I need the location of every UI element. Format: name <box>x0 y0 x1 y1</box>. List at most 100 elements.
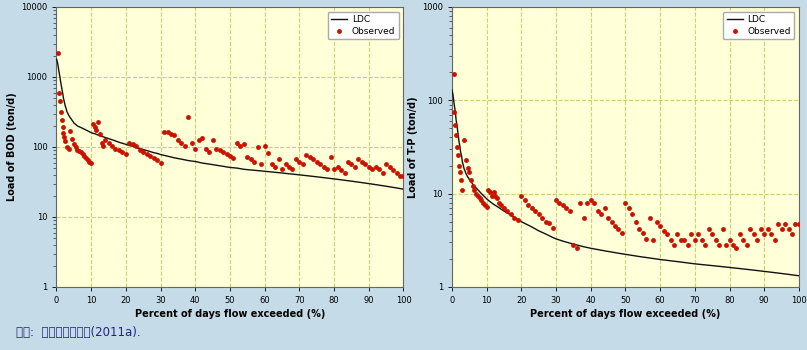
Observed <box>64 128 77 134</box>
Observed <box>542 220 555 226</box>
Observed <box>310 159 323 164</box>
Observed <box>461 165 474 170</box>
Observed <box>650 219 663 225</box>
Observed <box>775 226 788 232</box>
Legend: LDC, Observed: LDC, Observed <box>723 12 794 40</box>
Observed <box>85 160 98 165</box>
Observed <box>492 200 505 205</box>
Observed <box>592 208 604 214</box>
Observed <box>355 159 368 164</box>
Observed <box>751 237 763 243</box>
Observed <box>508 215 521 221</box>
Observed <box>504 211 517 217</box>
Observed <box>379 161 392 167</box>
Observed <box>94 131 107 136</box>
Observed <box>331 164 344 170</box>
Observed <box>616 230 629 236</box>
Observed <box>136 149 149 155</box>
Observed <box>626 211 639 217</box>
Observed <box>216 149 229 155</box>
LDC <box>548 235 558 239</box>
Observed <box>58 134 71 140</box>
Observed <box>667 243 680 248</box>
Observed <box>220 151 233 156</box>
Observed <box>171 138 184 143</box>
Observed <box>475 197 488 203</box>
Observed <box>98 138 111 143</box>
Observed <box>90 127 102 133</box>
Line: LDC: LDC <box>452 90 799 276</box>
Observed <box>147 155 160 161</box>
Observed <box>518 197 531 203</box>
Observed <box>258 143 271 148</box>
Observed <box>359 161 372 167</box>
Observed <box>515 193 528 198</box>
Observed <box>65 136 78 142</box>
Observed <box>758 231 771 237</box>
Observed <box>539 219 552 225</box>
Observed <box>144 153 157 159</box>
Observed <box>734 231 746 237</box>
Observed <box>140 151 153 156</box>
Observed <box>102 140 115 146</box>
Observed <box>55 109 68 114</box>
Observed <box>112 147 125 153</box>
Observed <box>80 155 93 161</box>
Observed <box>563 208 576 214</box>
Observed <box>272 156 285 162</box>
Observed <box>314 161 327 167</box>
Observed <box>324 154 337 160</box>
Observed <box>203 149 215 155</box>
Observed <box>737 237 750 243</box>
Observed <box>387 167 399 173</box>
Text: 자료:  국립환경과학원(2011a).: 자료: 국립환경과학원(2011a). <box>16 327 140 340</box>
Observed <box>699 243 712 248</box>
Observed <box>744 226 757 232</box>
Observed <box>74 149 87 155</box>
Observed <box>567 243 579 248</box>
Observed <box>227 155 240 161</box>
Observed <box>574 200 587 205</box>
Observed <box>127 141 140 147</box>
Observed <box>394 174 407 179</box>
Observed <box>723 237 736 243</box>
Observed <box>178 143 191 148</box>
Observed <box>175 140 188 146</box>
Observed <box>483 189 496 195</box>
Observed <box>485 193 498 198</box>
LDC <box>73 124 82 128</box>
Observed <box>59 139 72 144</box>
Observed <box>245 156 257 161</box>
LDC <box>470 184 479 188</box>
Observed <box>157 129 170 135</box>
Observed <box>448 109 461 115</box>
Observed <box>468 187 481 192</box>
Observed <box>52 90 65 95</box>
LDC <box>468 182 478 187</box>
Observed <box>71 147 84 153</box>
Observed <box>479 203 491 208</box>
LDC <box>357 181 366 185</box>
Observed <box>629 219 642 225</box>
LDC <box>124 144 134 148</box>
Observed <box>130 143 143 148</box>
Y-axis label: Load of BOD (ton/d): Load of BOD (ton/d) <box>7 93 17 201</box>
Observed <box>643 215 656 221</box>
Observed <box>383 164 396 170</box>
Observed <box>317 164 330 170</box>
Observed <box>67 141 80 147</box>
Observed <box>286 167 299 172</box>
Observed <box>458 137 470 142</box>
Observed <box>761 226 774 232</box>
Observed <box>210 146 223 151</box>
Observed <box>646 237 659 243</box>
Observed <box>56 125 69 130</box>
Observed <box>282 164 295 170</box>
Observed <box>251 144 264 150</box>
Observed <box>345 161 358 167</box>
Observed <box>366 167 378 172</box>
Observed <box>636 230 649 236</box>
Observed <box>61 144 73 150</box>
Observed <box>116 149 129 155</box>
LDC <box>520 221 529 225</box>
